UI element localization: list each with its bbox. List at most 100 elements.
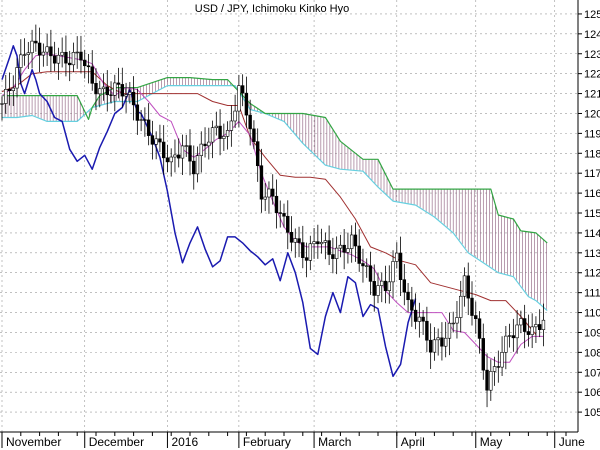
candle-body bbox=[11, 87, 15, 92]
candle-body bbox=[496, 366, 501, 368]
y-tick-label: 117 bbox=[584, 168, 600, 180]
candle-body bbox=[304, 257, 309, 261]
candle-body bbox=[139, 119, 143, 121]
candle-body bbox=[462, 275, 467, 297]
candle-body bbox=[34, 40, 38, 44]
y-tick-label: 111 bbox=[584, 288, 600, 300]
candle-body bbox=[349, 234, 354, 249]
y-tick-label: 120 bbox=[584, 108, 600, 120]
y-tick-label: 116 bbox=[584, 188, 600, 200]
candle-body bbox=[113, 82, 117, 96]
candle-body bbox=[86, 65, 91, 68]
candle-body bbox=[519, 318, 523, 326]
y-tick-label: 124 bbox=[584, 29, 600, 41]
candle-body bbox=[98, 88, 102, 95]
candle-body bbox=[297, 238, 301, 243]
candle-body bbox=[30, 40, 34, 54]
candle-body bbox=[301, 242, 305, 258]
y-tick-label: 107 bbox=[584, 367, 600, 379]
candle-body bbox=[511, 335, 516, 339]
y-tick-label: 125 bbox=[584, 9, 600, 21]
y-tick-label: 112 bbox=[584, 268, 600, 280]
candle-body bbox=[443, 337, 448, 347]
candle-body bbox=[199, 143, 203, 156]
candle-body bbox=[481, 338, 485, 371]
candle-body bbox=[75, 51, 79, 54]
candle-body bbox=[229, 120, 234, 131]
candle-body bbox=[158, 138, 162, 143]
candle-body bbox=[207, 141, 211, 147]
candle-body bbox=[327, 240, 331, 255]
candle-body bbox=[342, 244, 346, 253]
candle-body bbox=[537, 324, 542, 330]
candle-body bbox=[530, 326, 534, 335]
candle-body bbox=[365, 265, 369, 267]
candle-body bbox=[383, 280, 388, 291]
candle-body bbox=[492, 366, 497, 372]
candle-body bbox=[312, 241, 316, 245]
candle-body bbox=[308, 243, 313, 261]
candle-body bbox=[79, 51, 83, 61]
candle-body bbox=[143, 119, 147, 121]
candle-body bbox=[515, 324, 519, 339]
candle-body bbox=[56, 54, 61, 64]
candle-body bbox=[15, 67, 19, 89]
candle-body bbox=[459, 295, 463, 318]
candle-body bbox=[255, 141, 260, 167]
candle-body bbox=[406, 291, 410, 301]
candle-body bbox=[67, 62, 72, 66]
candle-body bbox=[19, 54, 23, 68]
senkou-span-b-line bbox=[2, 84, 548, 312]
candle-body bbox=[83, 59, 87, 67]
candle-body bbox=[398, 252, 403, 281]
candle-body bbox=[331, 254, 335, 259]
candle-body bbox=[192, 160, 196, 175]
candle-body bbox=[173, 154, 177, 158]
candle-body bbox=[286, 215, 290, 233]
candle-body bbox=[282, 213, 286, 217]
candle-body bbox=[470, 297, 474, 316]
candle-body bbox=[109, 94, 113, 96]
candle-body bbox=[7, 89, 12, 92]
y-tick-label: 109 bbox=[584, 327, 600, 339]
candle-body bbox=[380, 280, 384, 286]
candle-body bbox=[22, 54, 27, 56]
candle-body bbox=[489, 371, 493, 391]
candle-body bbox=[522, 318, 527, 332]
candle-body bbox=[504, 335, 508, 353]
candle-body bbox=[395, 252, 399, 262]
candle-body bbox=[203, 143, 207, 147]
candle-body bbox=[237, 85, 241, 112]
y-tick-label: 110 bbox=[584, 308, 600, 320]
candle-body bbox=[101, 86, 106, 90]
candle-body bbox=[289, 231, 294, 243]
candle-body bbox=[421, 316, 425, 322]
candle-body bbox=[447, 322, 452, 339]
x-tick-label: November bbox=[6, 435, 61, 449]
candle-body bbox=[210, 127, 215, 143]
candle-body bbox=[428, 339, 433, 353]
candle-body bbox=[214, 125, 219, 129]
candle-body bbox=[271, 188, 275, 197]
candlesticks bbox=[0, 24, 546, 408]
candle-body bbox=[169, 156, 173, 163]
candle-body bbox=[49, 46, 53, 57]
y-tick-label: 122 bbox=[584, 69, 600, 81]
x-tick-label: 2016 bbox=[171, 435, 198, 449]
candle-body bbox=[233, 110, 237, 122]
candle-body bbox=[131, 91, 136, 106]
candle-body bbox=[45, 46, 49, 53]
candle-body bbox=[410, 299, 414, 311]
x-tick-label: April bbox=[401, 435, 425, 449]
candle-body bbox=[526, 331, 531, 335]
y-tick-label: 115 bbox=[584, 208, 600, 220]
x-tick-label: March bbox=[318, 435, 351, 449]
candle-body bbox=[37, 42, 42, 56]
candle-body bbox=[259, 165, 264, 200]
x-tick-label: June bbox=[559, 435, 585, 449]
candle-body bbox=[263, 196, 267, 200]
candle-body bbox=[368, 265, 373, 282]
candle-body bbox=[146, 119, 151, 136]
candle-body bbox=[507, 335, 512, 337]
